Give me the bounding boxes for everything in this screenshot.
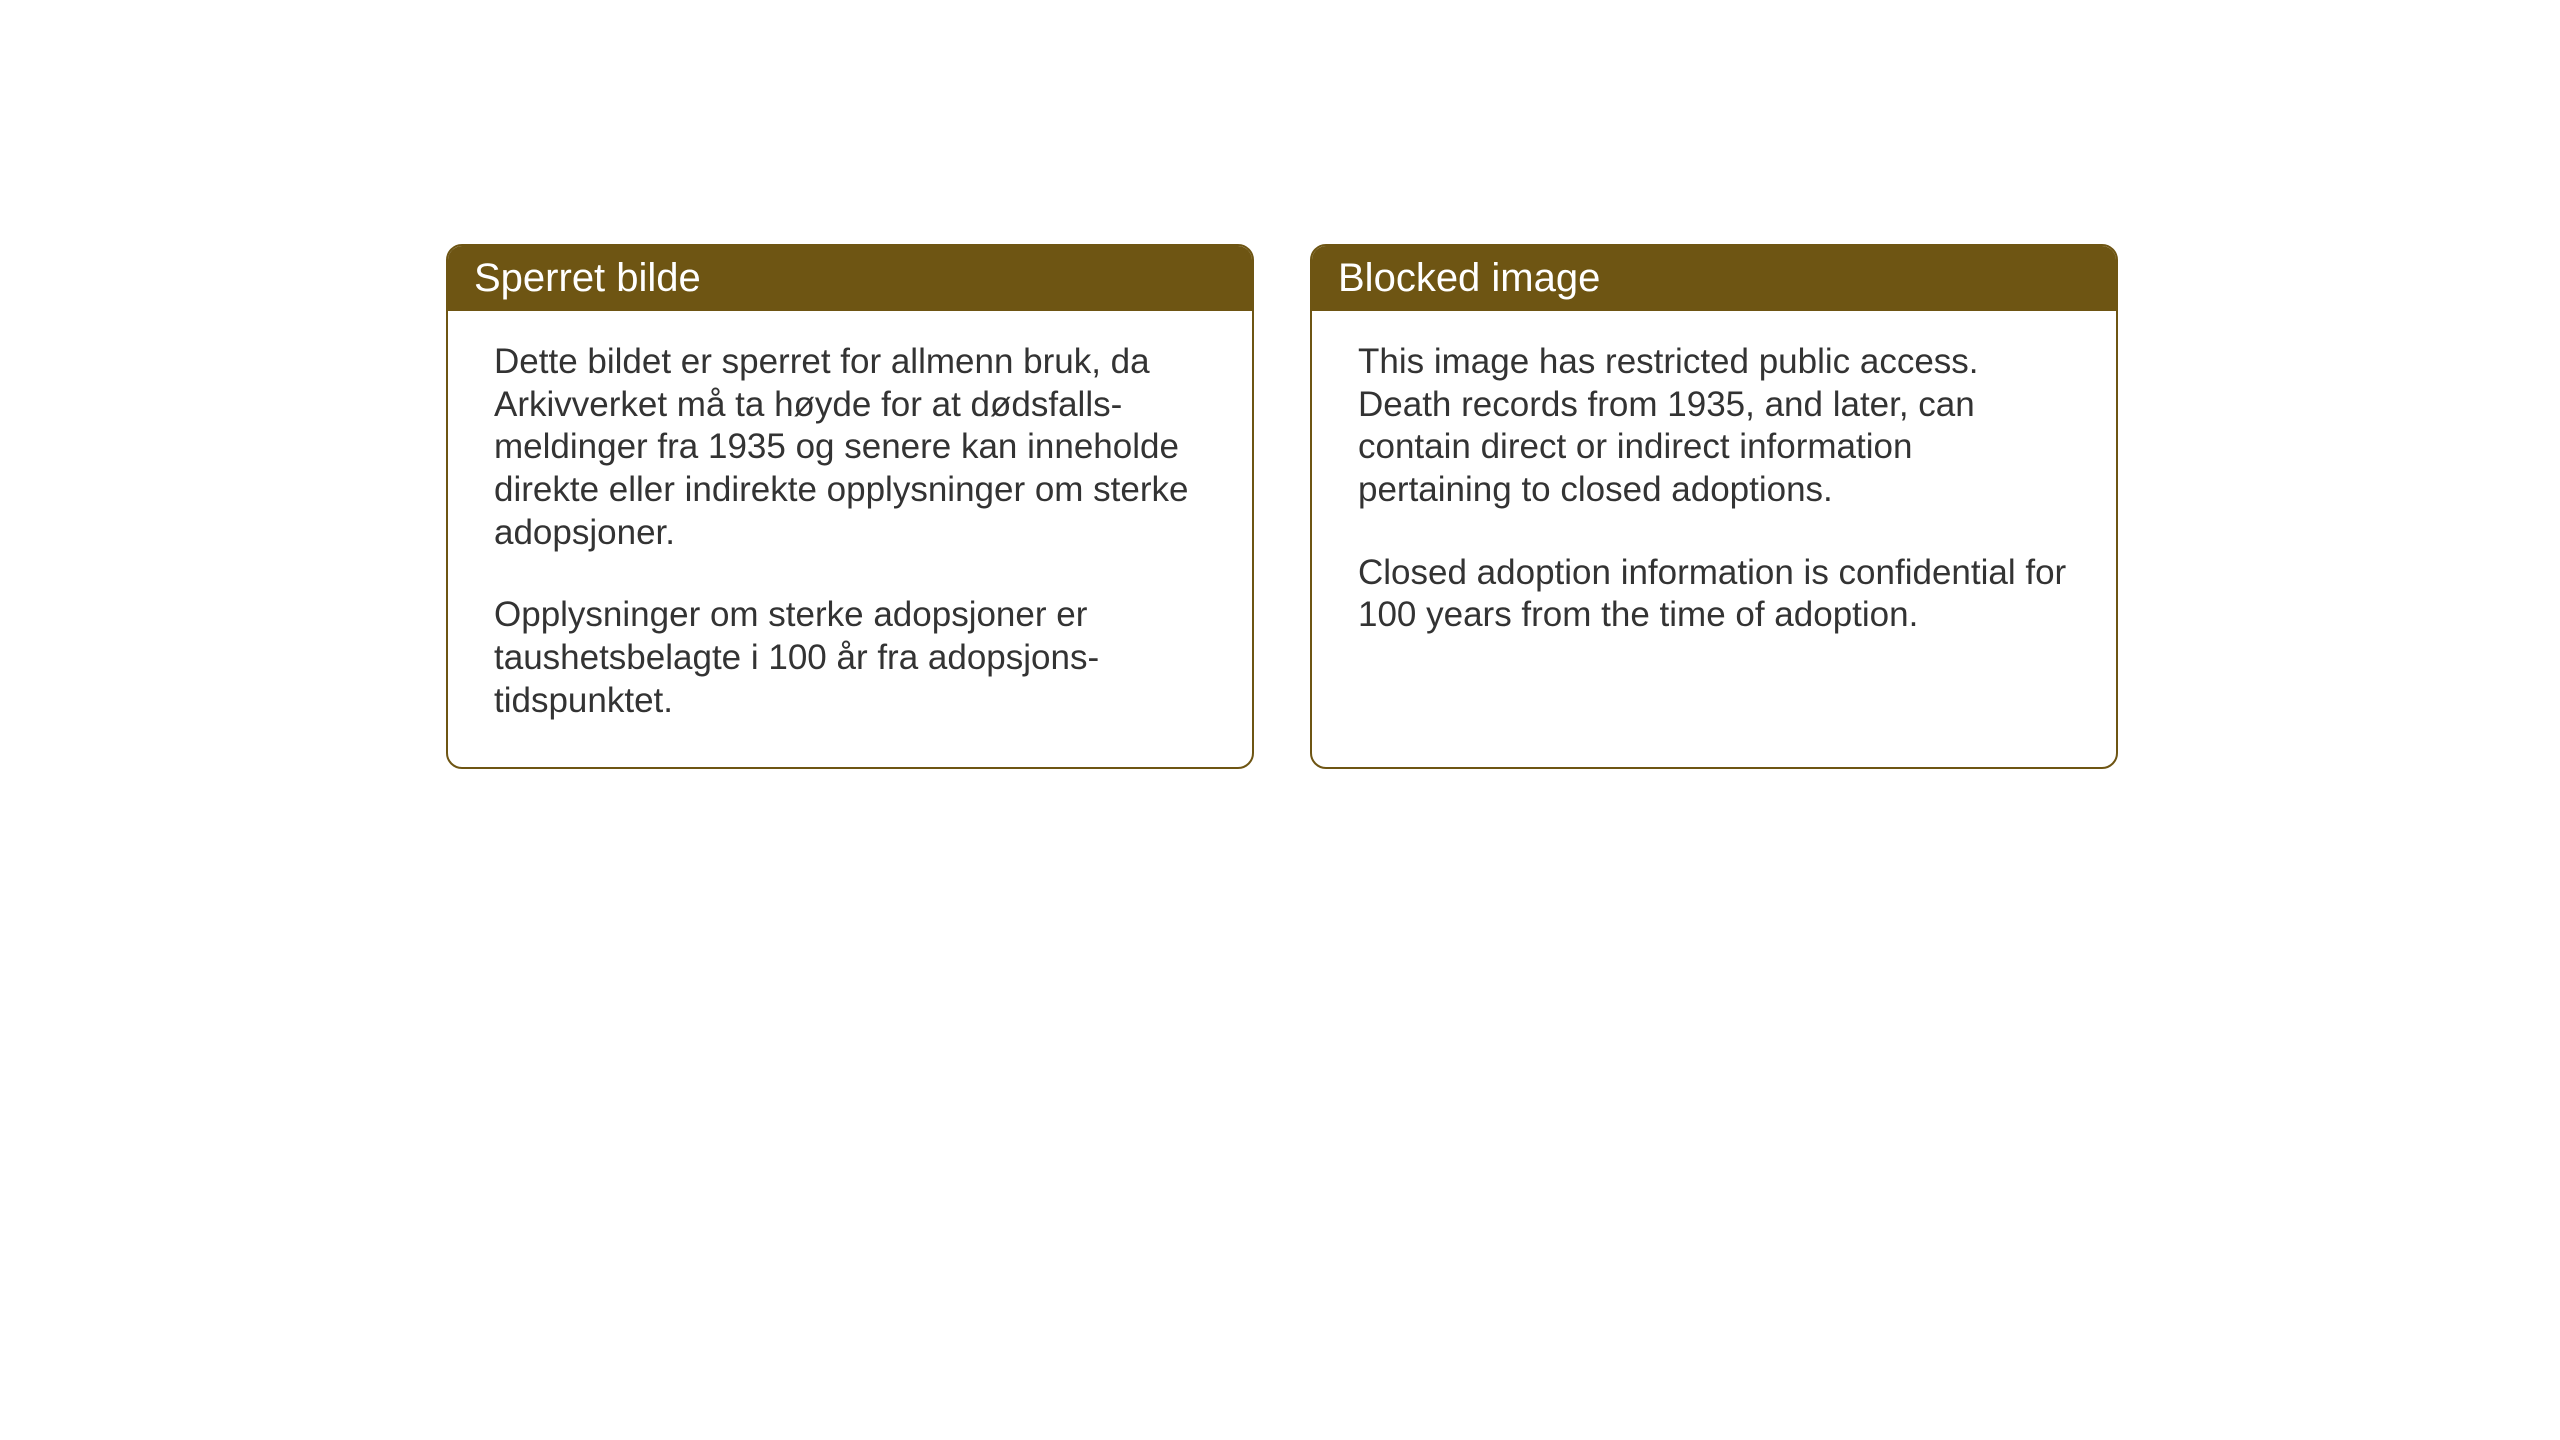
notice-card-english: Blocked image This image has restricted …: [1310, 244, 2118, 769]
card-header-norwegian: Sperret bilde: [448, 246, 1252, 311]
card-header-english: Blocked image: [1312, 246, 2116, 311]
card-body-english: This image has restricted public access.…: [1312, 311, 2116, 681]
card-paragraph-1-norwegian: Dette bildet er sperret for allmenn bruk…: [494, 341, 1206, 554]
card-paragraph-1-english: This image has restricted public access.…: [1358, 341, 2070, 512]
notice-container: Sperret bilde Dette bildet er sperret fo…: [0, 0, 2560, 769]
card-paragraph-2-english: Closed adoption information is confident…: [1358, 552, 2070, 637]
card-paragraph-2-norwegian: Opplysninger om sterke adopsjoner er tau…: [494, 594, 1206, 722]
card-title-english: Blocked image: [1338, 256, 1600, 300]
card-title-norwegian: Sperret bilde: [474, 256, 701, 300]
card-body-norwegian: Dette bildet er sperret for allmenn bruk…: [448, 311, 1252, 767]
notice-card-norwegian: Sperret bilde Dette bildet er sperret fo…: [446, 244, 1254, 769]
